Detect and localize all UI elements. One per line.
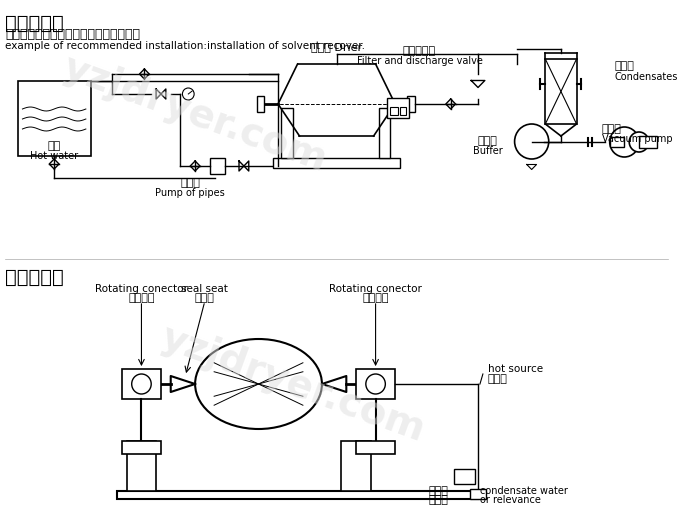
FancyBboxPatch shape	[281, 108, 293, 158]
Text: 简易结构图: 简易结构图	[5, 268, 63, 287]
Text: Rotating conector: Rotating conector	[329, 284, 422, 294]
FancyBboxPatch shape	[391, 107, 398, 115]
FancyBboxPatch shape	[545, 59, 577, 124]
FancyBboxPatch shape	[453, 469, 475, 484]
Text: 进热源: 进热源	[488, 374, 508, 384]
Text: or relevance: or relevance	[480, 495, 541, 505]
FancyBboxPatch shape	[400, 107, 406, 115]
FancyBboxPatch shape	[122, 441, 161, 454]
FancyBboxPatch shape	[210, 158, 226, 174]
FancyBboxPatch shape	[379, 108, 391, 158]
Text: 推荐的工艺安置示范：溶剂回收工艺安置: 推荐的工艺安置示范：溶剂回收工艺安置	[5, 28, 140, 41]
Text: yzjdryer.com: yzjdryer.com	[58, 48, 333, 179]
Text: 旋转接头: 旋转接头	[128, 293, 155, 303]
FancyBboxPatch shape	[356, 441, 395, 454]
FancyBboxPatch shape	[342, 441, 371, 491]
Text: 冷凝器: 冷凝器	[429, 486, 448, 496]
FancyBboxPatch shape	[639, 136, 657, 148]
Text: condensate water: condensate water	[480, 486, 568, 496]
Circle shape	[629, 132, 649, 152]
FancyBboxPatch shape	[387, 98, 408, 118]
Text: Vacuum pump: Vacuum pump	[602, 134, 673, 144]
Text: 或回流: 或回流	[429, 495, 448, 505]
Text: 冷凝器: 冷凝器	[615, 61, 635, 71]
FancyBboxPatch shape	[117, 491, 478, 499]
Text: Buffer: Buffer	[473, 146, 502, 156]
Circle shape	[610, 127, 639, 157]
Text: Rotating conector: Rotating conector	[95, 284, 188, 294]
Text: 旋转接头: 旋转接头	[362, 293, 389, 303]
Circle shape	[182, 88, 194, 100]
Text: 干燥机 Drier: 干燥机 Drier	[311, 42, 362, 52]
FancyBboxPatch shape	[17, 81, 90, 156]
Text: Filter and discharge valve: Filter and discharge valve	[357, 56, 482, 66]
FancyBboxPatch shape	[356, 369, 395, 399]
Text: Pump of pipes: Pump of pipes	[155, 188, 225, 198]
FancyBboxPatch shape	[122, 369, 161, 399]
Polygon shape	[526, 164, 537, 170]
Circle shape	[366, 374, 385, 394]
Ellipse shape	[195, 339, 322, 429]
FancyBboxPatch shape	[273, 158, 400, 168]
Circle shape	[132, 374, 151, 394]
FancyBboxPatch shape	[407, 96, 415, 112]
Text: seal seat: seal seat	[181, 284, 228, 294]
Text: 真空泵: 真空泵	[602, 124, 622, 134]
FancyBboxPatch shape	[127, 441, 156, 491]
Text: 缓冲罐: 缓冲罐	[478, 136, 497, 146]
Text: 密封座: 密封座	[195, 293, 215, 303]
FancyBboxPatch shape	[257, 96, 264, 112]
Text: 过滤放空阀: 过滤放空阀	[403, 46, 436, 56]
FancyBboxPatch shape	[470, 489, 486, 499]
Circle shape	[515, 124, 549, 159]
Text: Condensates: Condensates	[615, 72, 678, 82]
Polygon shape	[471, 81, 485, 87]
Text: example of recommended installation:installation of solvent recover.: example of recommended installation:inst…	[5, 41, 365, 51]
FancyBboxPatch shape	[610, 137, 624, 147]
Text: 热水: 热水	[48, 141, 61, 151]
Text: 管道泵: 管道泵	[180, 178, 200, 188]
Text: hot source: hot source	[488, 364, 543, 374]
Text: Hot water: Hot water	[30, 151, 78, 161]
Text: yzjdryer.com: yzjdryer.com	[155, 319, 430, 450]
Text: 安装示意图: 安装示意图	[5, 14, 63, 33]
